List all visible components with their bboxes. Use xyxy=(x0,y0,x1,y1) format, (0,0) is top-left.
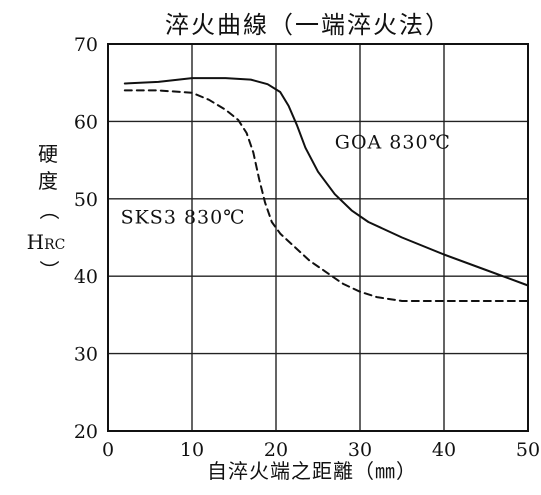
x-axis-label: 自淬火端之距離（㎜） xyxy=(207,459,417,483)
y-label-close-paren: ） xyxy=(37,260,61,280)
x-tick-label-2: 20 xyxy=(264,439,288,461)
series-line-sks3 xyxy=(123,89,529,302)
annotations: GOA 830℃ SKS3 830℃ xyxy=(121,131,451,229)
x-tick-label-3: 30 xyxy=(348,439,372,461)
plot-frame xyxy=(107,43,529,432)
y-tick-label-2: 40 xyxy=(74,266,98,288)
y-tick-label-3: 50 xyxy=(74,189,98,211)
series-annotation-1: SKS3 830℃ xyxy=(121,207,246,229)
y-tick-labels: 20 30 40 50 60 70 xyxy=(74,34,98,443)
x-tick-labels: 0 10 20 30 40 50 xyxy=(102,439,540,461)
x-tick-label-0: 0 xyxy=(102,439,114,461)
y-label-unit: HRC xyxy=(27,230,66,254)
y-label-char-1: 硬 xyxy=(38,142,58,166)
y-tick-label-1: 30 xyxy=(74,344,98,366)
x-tick-label-1: 10 xyxy=(180,439,204,461)
x-tick-label-5: 50 xyxy=(516,439,540,461)
y-label-open-paren: （ xyxy=(37,200,61,220)
chart-title: 淬火曲線（一端淬火法） xyxy=(165,11,451,39)
y-axis-label: 硬 度 （ HRC ） xyxy=(27,142,66,280)
series-annotation-0: GOA 830℃ xyxy=(335,131,451,153)
y-tick-label-5: 70 xyxy=(74,34,98,56)
y-label-unit-sub: RC xyxy=(44,237,65,253)
series-line-goa xyxy=(123,77,529,287)
y-label-char-2: 度 xyxy=(38,169,58,193)
grid-lines xyxy=(107,43,529,432)
y-tick-label-0: 20 xyxy=(74,421,98,443)
y-tick-label-4: 60 xyxy=(74,111,98,133)
y-label-unit-main: H xyxy=(27,230,44,254)
x-tick-label-4: 40 xyxy=(432,439,456,461)
series-lines xyxy=(123,77,529,302)
